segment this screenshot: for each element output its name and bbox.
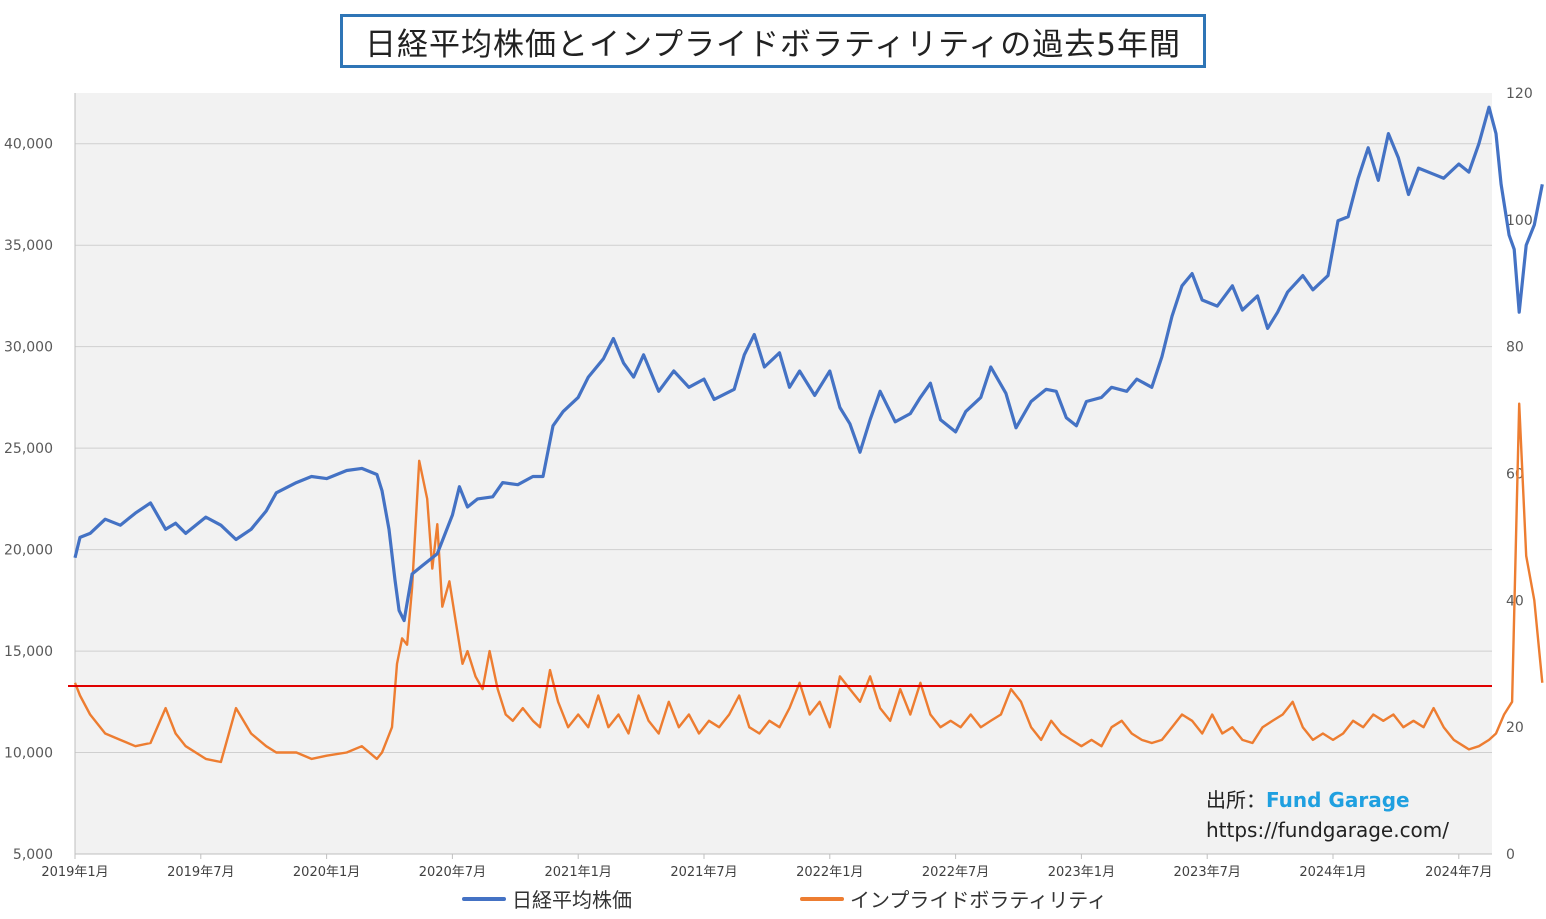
x-tick-label: 2024年1月 [1299, 865, 1366, 880]
chart-title: 日経平均株価とインプライドボラティリティの過去5年間 [364, 26, 1182, 63]
x-tick-label: 2024年7月 [1425, 865, 1492, 880]
x-tick-label: 2022年1月 [796, 865, 863, 880]
y-right-tick-label: 0 [1506, 847, 1515, 863]
gridlines [74, 93, 1492, 855]
x-tick-labels: 2019年1月 2019年7月 2020年1月 2020年7月 2021年1月 2021年… [41, 854, 1492, 880]
x-tick-label: 2023年1月 [1048, 865, 1115, 880]
x-tick-label: 2020年7月 [419, 865, 486, 880]
legend-item-iv: インプライドボラティリティ [800, 884, 1107, 913]
source-label: 出所： [1206, 788, 1266, 812]
series-iv-line [73, 402, 1544, 764]
series-lines [73, 105, 1544, 764]
x-tick-label: 2022年7月 [922, 865, 989, 880]
legend: 日経平均株価 インプライドボラティリティ [0, 884, 1546, 914]
x-tick-label: 2020年1月 [293, 865, 360, 880]
x-tick-label: 2021年7月 [670, 865, 737, 880]
y-right-tick-label: 80 [1506, 340, 1524, 356]
y-right-tick-label: 60 [1506, 467, 1524, 483]
y-left-tick-label: 30,000 [4, 340, 53, 356]
x-tick-label: 2023年7月 [1174, 865, 1241, 880]
legend-swatch-nikkei [462, 896, 506, 901]
y-right-tick-label: 20 [1506, 720, 1524, 736]
series-nikkei-line [73, 105, 1544, 623]
x-tick-label: 2019年7月 [167, 865, 234, 880]
y-left-tick-label: 5,000 [13, 847, 53, 863]
y-left-tick-labels: 5,000 10,000 15,000 20,000 25,000 30,000 35,00… [4, 137, 53, 863]
source-brand: Fund Garage [1266, 788, 1410, 812]
x-tick-label: 2019年1月 [41, 865, 108, 880]
y-left-tick-label: 40,000 [4, 137, 53, 153]
legend-item-nikkei: 日経平均株価 [462, 884, 632, 913]
source-url: https://fundgarage.com/ [1206, 818, 1450, 842]
plot-area [75, 93, 1492, 854]
y-left-tick-label: 25,000 [4, 441, 53, 457]
y-right-tick-label: 100 [1506, 213, 1533, 229]
legend-label-iv: インプライドボラティリティ [850, 888, 1107, 912]
y-right-tick-label: 120 [1506, 86, 1533, 102]
y-left-tick-label: 20,000 [4, 543, 53, 559]
legend-swatch-iv [800, 896, 844, 901]
legend-label-nikkei: 日経平均株価 [512, 888, 632, 912]
y-left-tick-label: 15,000 [4, 644, 53, 660]
y-left-tick-label: 35,000 [4, 238, 53, 254]
source-credit: 出所：Fund Garage [1206, 784, 1410, 813]
chart-title-box: 日経平均株価とインプライドボラティリティの過去5年間 [340, 14, 1206, 68]
x-tick-label: 2021年1月 [545, 865, 612, 880]
y-left-tick-label: 10,000 [4, 746, 53, 762]
